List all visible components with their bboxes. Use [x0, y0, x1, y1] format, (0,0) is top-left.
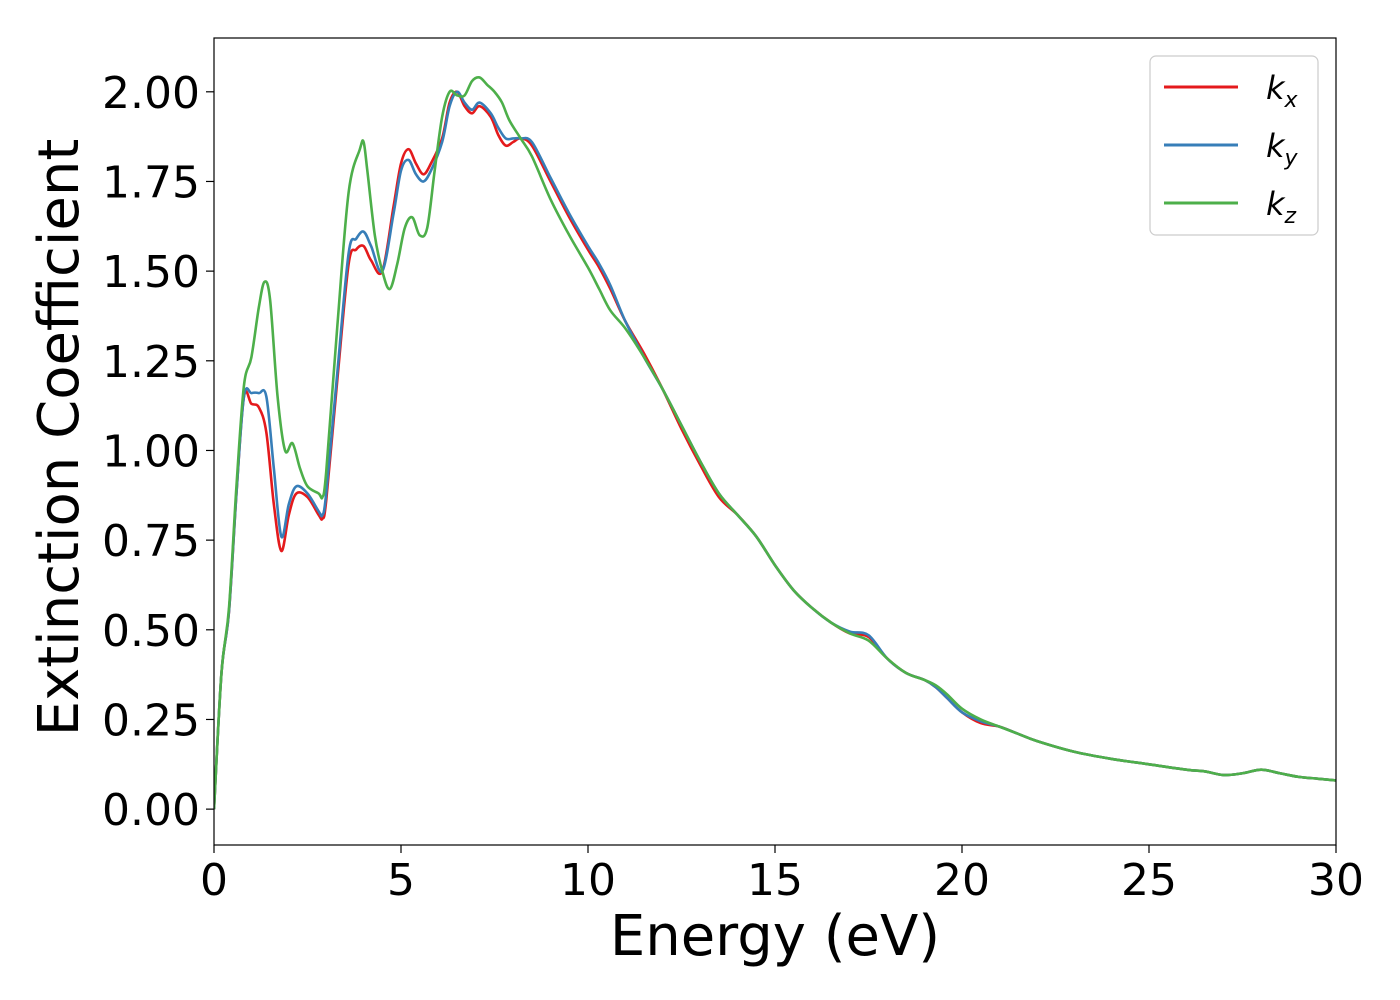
y-tick-label: 1.75 — [102, 157, 200, 208]
series-layer — [214, 76, 1336, 810]
x-axis-title: Energy (eV) — [610, 904, 940, 969]
legend-label-y: ky — [1266, 127, 1299, 171]
x-tick-label: 30 — [1308, 855, 1364, 906]
y-tick-label: 1.00 — [102, 426, 200, 477]
legend-label-x: kx — [1266, 69, 1299, 113]
series-line-z — [214, 76, 1336, 810]
y-tick-label: 0.50 — [102, 606, 200, 657]
y-tick-label: 1.50 — [102, 247, 200, 298]
y-tick-label: 1.25 — [102, 337, 200, 388]
legend: kx ky kz — [1149, 55, 1319, 236]
x-tick-label: 5 — [387, 855, 415, 906]
x-axis-ticks: 0 5 10 15 20 25 30 — [200, 845, 1364, 906]
y-tick-label: 0.25 — [102, 695, 200, 746]
x-tick-label: 20 — [934, 855, 990, 906]
x-tick-label: 10 — [560, 855, 616, 906]
y-tick-label: 2.00 — [102, 68, 200, 119]
x-tick-label: 0 — [200, 855, 228, 906]
y-tick-label: 0.00 — [102, 785, 200, 836]
x-tick-label: 25 — [1121, 855, 1177, 906]
legend-label-z: kz — [1266, 185, 1297, 229]
y-axis-ticks: 0.00 0.25 0.50 0.75 1.00 1.25 1.50 1.75 2.00 — [102, 68, 214, 836]
x-tick-label: 15 — [747, 855, 803, 906]
y-axis-title: Extinction Coefficient — [27, 139, 92, 737]
y-tick-label: 0.75 — [102, 516, 200, 567]
